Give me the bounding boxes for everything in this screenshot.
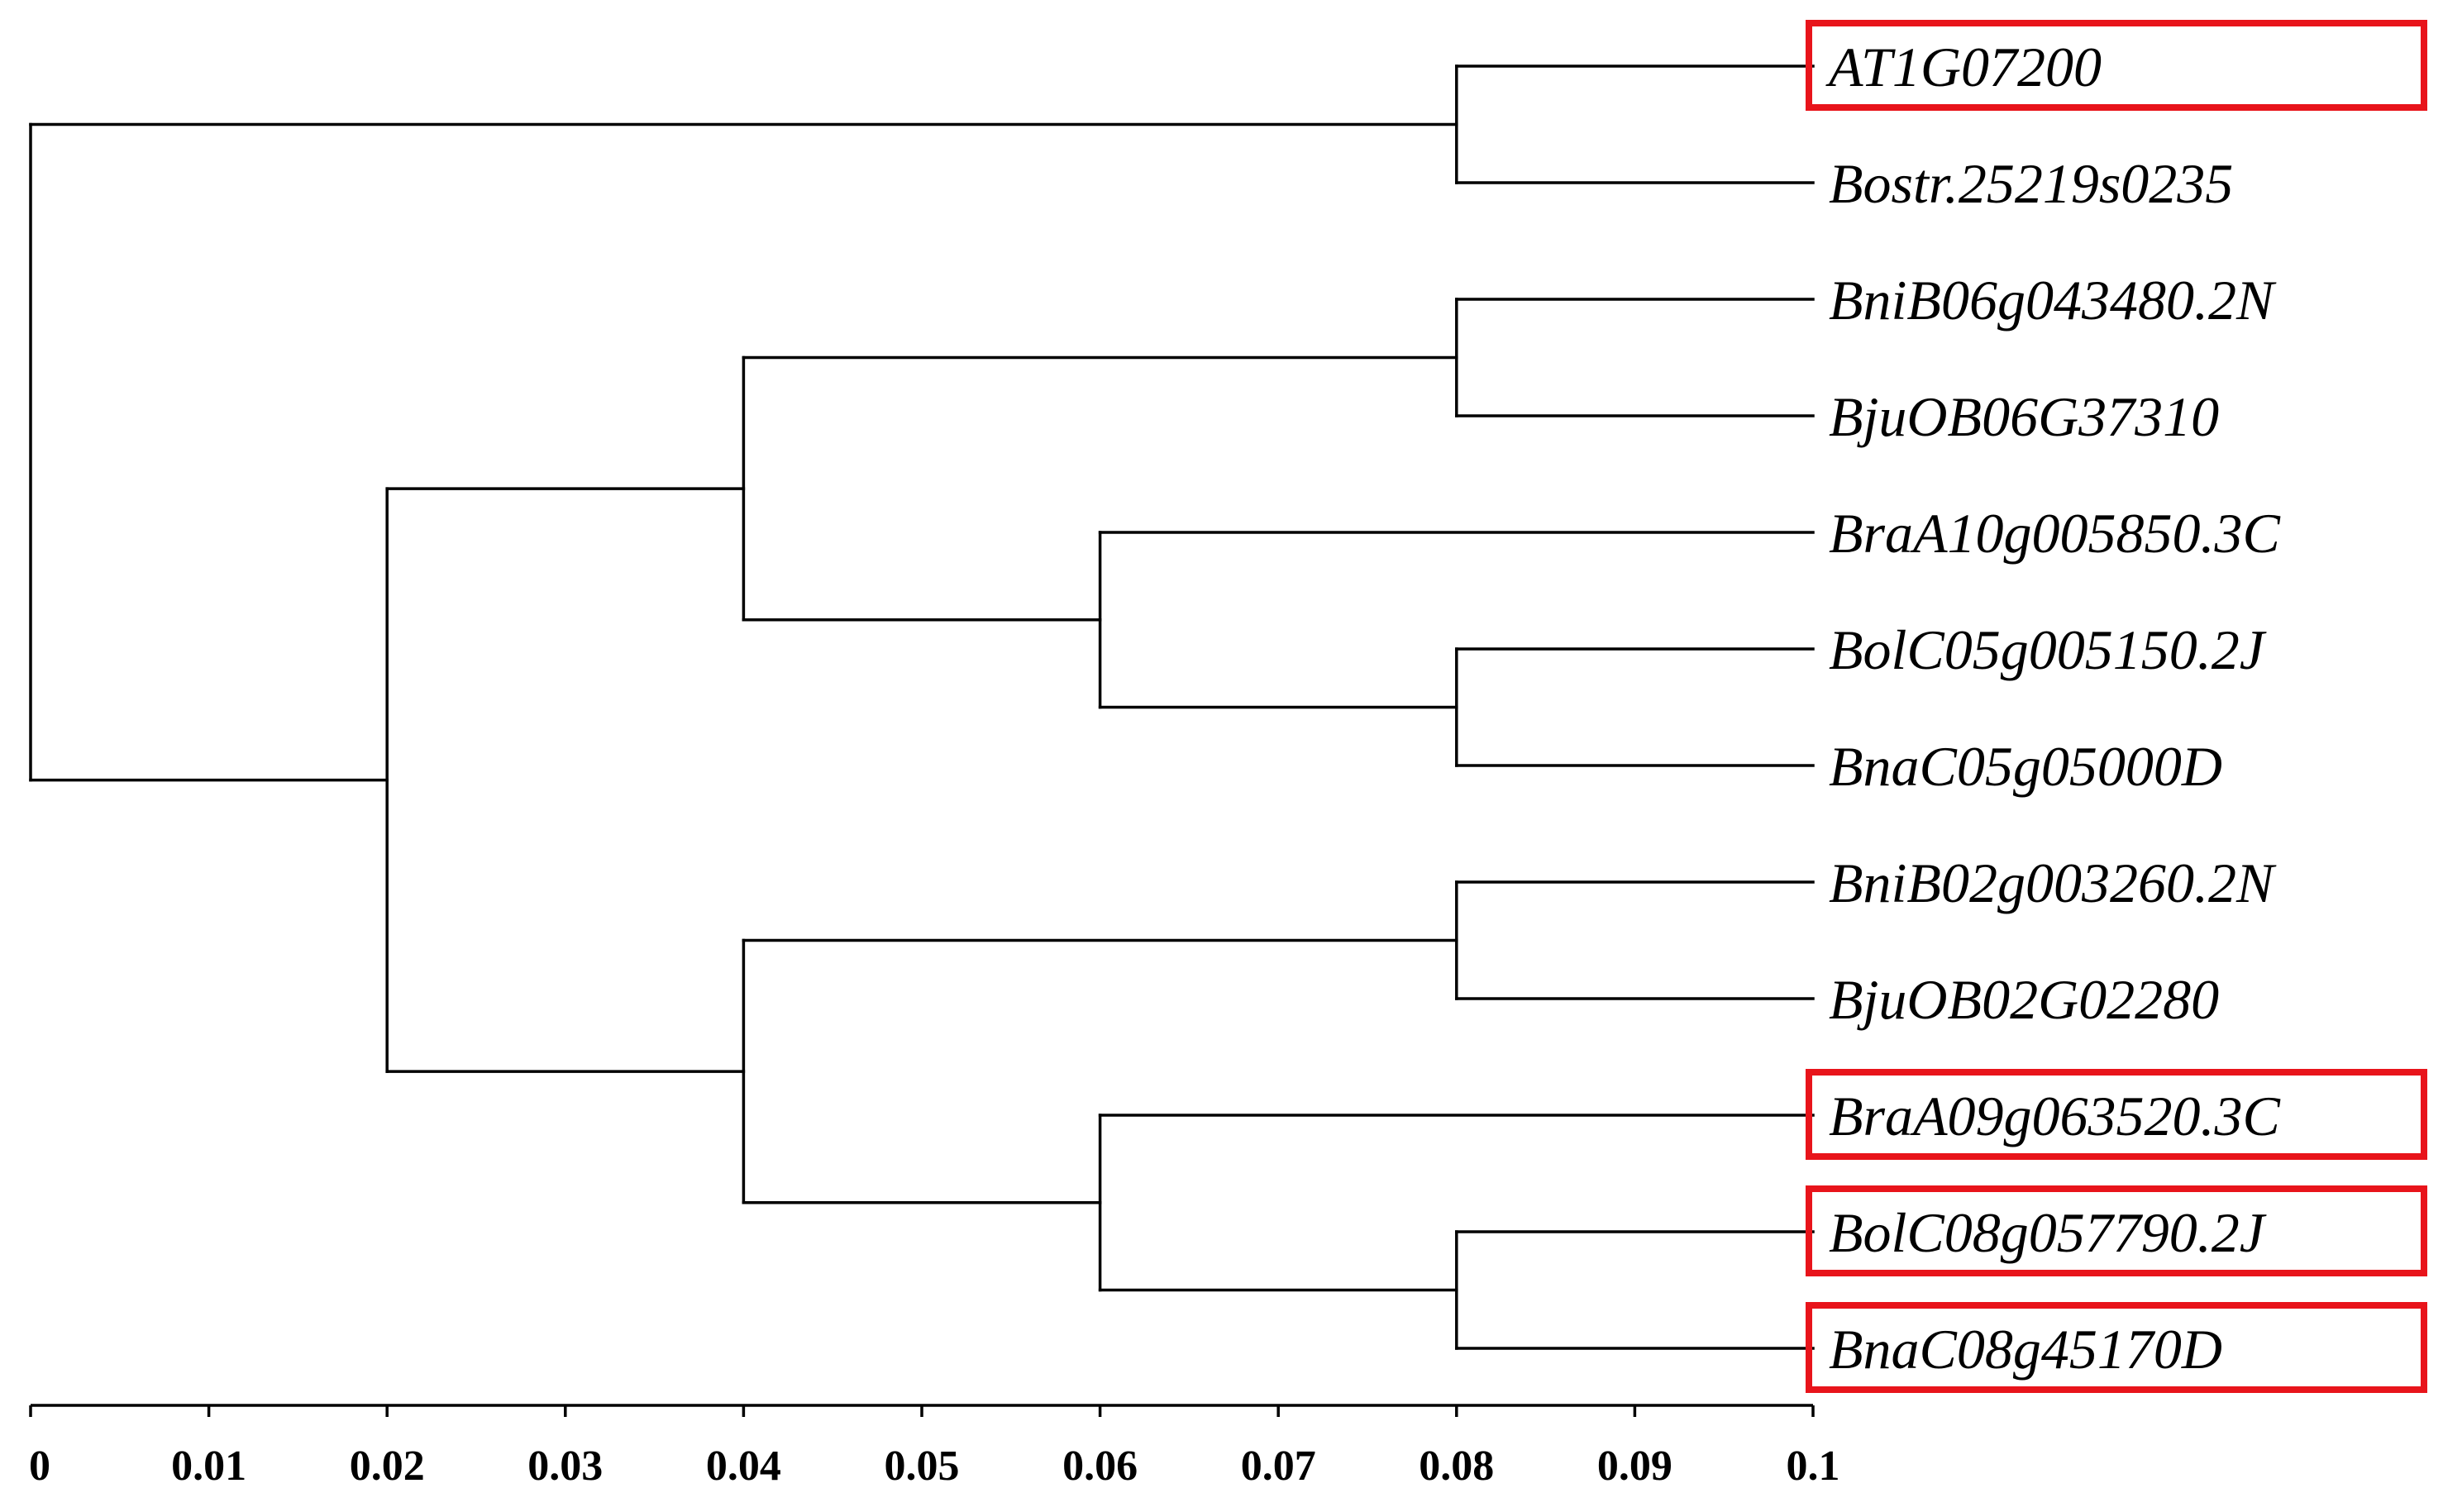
tick-label: 0 — [29, 1443, 50, 1490]
leaf-label: BraA09g063520.3C — [1829, 1085, 2281, 1147]
leaf-label: BjuOB02G02280 — [1829, 968, 2219, 1031]
tick-label: 0.05 — [885, 1443, 960, 1490]
leaf-label: BraA10g005850.3C — [1829, 502, 2281, 565]
leaf-label: BniB02g003260.2N — [1829, 851, 2277, 914]
leaf-labels: AT1G07200 Bostr.25219s0235 BniB06g043480.2… — [1806, 20, 2427, 1393]
tick-label: 0.04 — [706, 1443, 781, 1490]
highlight-box — [1806, 1069, 2427, 1160]
tick-label: 0.06 — [1062, 1443, 1138, 1490]
tree-branches — [29, 64, 1815, 1350]
leaf-label: BolC08g057790.2J — [1829, 1201, 2267, 1264]
tick-label: 0.09 — [1597, 1443, 1672, 1490]
leaf-label: BnaC08g45170D — [1829, 1318, 2222, 1381]
highlight-box — [1806, 20, 2427, 111]
leaf-label: BolC05g005150.2J — [1829, 618, 2267, 681]
tick-label: 0.08 — [1419, 1443, 1494, 1490]
tick-label: 0.07 — [1241, 1443, 1316, 1490]
leaf-label: BjuOB06G37310 — [1829, 385, 2219, 448]
leaf-label: AT1G07200 — [1825, 36, 2102, 98]
highlight-box — [1806, 1185, 2427, 1276]
axis-ticks: 0 0.01 0.02 0.03 0.04 0.05 0.06 0.07 0.08 0.09 0.1 — [29, 1405, 1840, 1490]
tick-label: 0.1 — [1787, 1443, 1840, 1490]
tick-label: 0.03 — [527, 1443, 603, 1490]
tick-label: 0.02 — [350, 1443, 425, 1490]
distance-axis: 0 0.01 0.02 0.03 0.04 0.05 0.06 0.07 0.08 0.09 0.1 — [29, 1404, 1840, 1490]
leaf-label: BniB06g043480.2N — [1829, 269, 2277, 331]
leaf-label: Bostr.25219s0235 — [1829, 152, 2233, 215]
leaf-label: BnaC05g05000D — [1829, 735, 2222, 798]
tick-label: 0.01 — [171, 1443, 246, 1490]
highlight-box — [1806, 1302, 2427, 1393]
